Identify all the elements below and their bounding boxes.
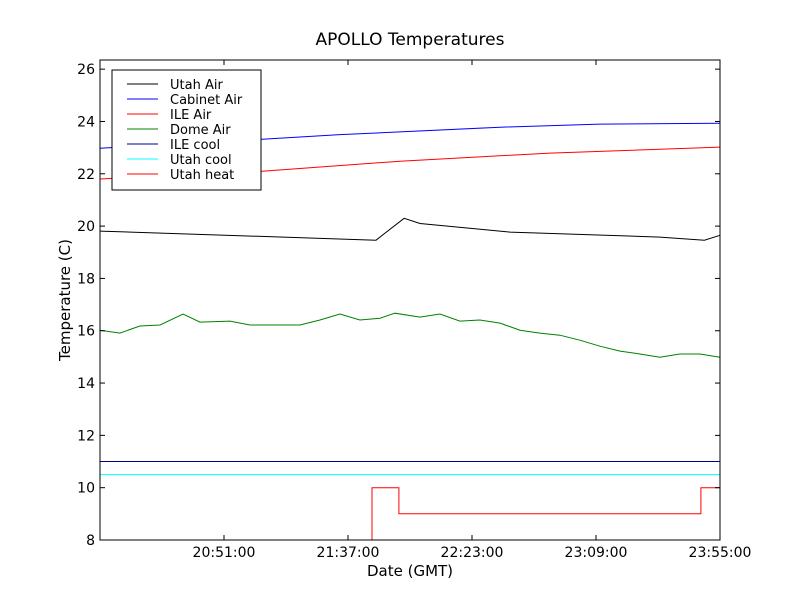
y-tick-label: 22	[77, 167, 95, 183]
y-tick-label: 26	[77, 62, 95, 78]
y-tick-label: 20	[77, 219, 95, 235]
plot-frame	[99, 59, 721, 541]
tick-layer: 20:51:00 21:37:00 22:23:00 23:09:00 23:55:00…	[77, 60, 751, 561]
y-tick-label: 18	[77, 271, 95, 287]
legend-label: Utah cool	[170, 153, 232, 168]
series-line-utah-air	[99, 217, 721, 241]
legend-label: ILE cool	[170, 138, 220, 153]
y-tick-label: 12	[77, 428, 95, 444]
y-tick-label: 8	[86, 533, 95, 549]
x-tick-label: 21:37:00	[317, 545, 380, 561]
x-tick-label: 23:09:00	[565, 545, 628, 561]
x-tick-label: 20:51:00	[193, 545, 256, 561]
y-tick-label: 14	[77, 376, 95, 392]
series-line-cabinet-air	[99, 122, 721, 149]
y-axis-label: Temperature (C)	[56, 239, 74, 362]
legend-label: Cabinet Air	[170, 93, 243, 108]
legend-label: ILE Air	[170, 108, 212, 123]
legend-label: Utah heat	[170, 168, 234, 183]
legend-box	[111, 69, 262, 191]
y-tick-label: 24	[77, 114, 95, 130]
x-axis-label: Date (GMT)	[367, 562, 453, 580]
series-line-utah-heat	[100, 487, 720, 541]
legend-label: Dome Air	[170, 123, 231, 138]
y-tick-label: 16	[77, 324, 95, 340]
x-tick-label: 22:23:00	[441, 545, 504, 561]
chart-title: APOLLO Temperatures	[316, 30, 505, 50]
y-tick-label: 10	[77, 481, 95, 497]
series-line-dome-air	[99, 312, 721, 358]
legend-label: Utah Air	[170, 78, 223, 93]
x-tick-label: 23:55:00	[689, 545, 752, 561]
